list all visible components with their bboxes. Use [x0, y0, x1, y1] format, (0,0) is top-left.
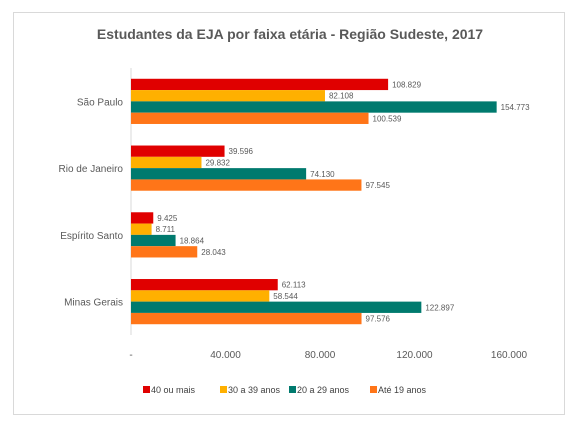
data-label: 154.773 — [501, 103, 530, 112]
category-label: São Paulo — [77, 97, 124, 108]
x-tick-label: 120.000 — [396, 350, 433, 361]
x-tick-label: 40.000 — [210, 350, 241, 361]
data-label: 58.544 — [273, 292, 298, 301]
legend-swatch — [370, 386, 377, 393]
data-label: 39.596 — [229, 147, 254, 156]
data-label: 28.043 — [201, 248, 226, 257]
category-label: Espírito Santo — [60, 231, 123, 242]
x-tick-label: - — [129, 350, 132, 361]
category-label: Rio de Janeiro — [59, 164, 124, 175]
data-label: 8.711 — [156, 225, 176, 234]
bar — [131, 223, 152, 235]
bar — [131, 101, 497, 113]
data-label: 29.832 — [205, 158, 230, 167]
legend-swatch — [220, 386, 227, 393]
bar — [131, 301, 422, 313]
data-label: 9.425 — [157, 214, 178, 223]
legend-label: 40 ou mais — [151, 385, 196, 395]
legend-label: 30 a 39 anos — [228, 385, 281, 395]
legend-swatch — [143, 386, 150, 393]
bar — [131, 168, 307, 180]
data-label: 62.113 — [282, 281, 306, 290]
data-label: 122.897 — [425, 303, 454, 312]
category-label: Minas Gerais — [64, 298, 123, 309]
bar — [131, 212, 154, 224]
data-label: 74.130 — [310, 170, 335, 179]
bar — [131, 90, 325, 102]
data-label: 18.864 — [180, 237, 205, 246]
data-label: 100.539 — [373, 114, 402, 123]
bar — [131, 246, 198, 258]
legend-label: Até 19 anos — [378, 385, 427, 395]
legend-label: 20 a 29 anos — [297, 385, 350, 395]
chart-title: Estudantes da EJA por faixa etária - Reg… — [96, 26, 484, 42]
data-label: 97.576 — [366, 315, 391, 324]
bar — [131, 279, 278, 291]
data-label: 97.545 — [365, 181, 390, 190]
data-label: 108.829 — [392, 80, 421, 89]
bar — [131, 145, 225, 157]
legend-swatch — [289, 386, 296, 393]
bar — [131, 179, 362, 191]
x-tick-label: 80.000 — [305, 350, 336, 361]
bar — [131, 234, 176, 247]
bar — [131, 312, 362, 325]
bar — [131, 290, 270, 302]
x-tick-label: 160.000 — [491, 350, 528, 361]
bar — [131, 112, 369, 124]
bar — [131, 78, 389, 91]
data-label: 82.108 — [329, 92, 354, 101]
bar — [131, 156, 202, 169]
